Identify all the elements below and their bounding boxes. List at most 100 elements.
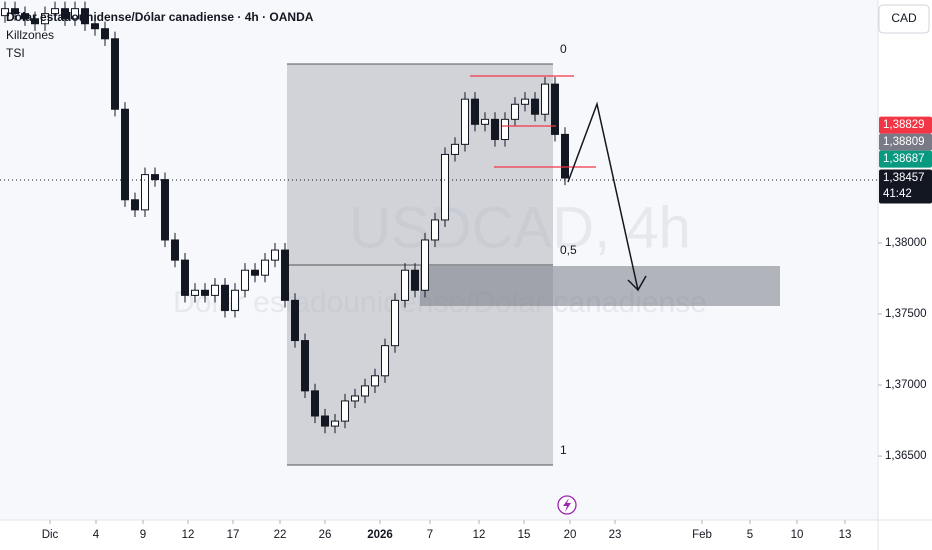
y-tick-label: 1,37000: [885, 379, 927, 391]
fib-label: 1: [560, 443, 567, 457]
candle-body: [531, 98, 539, 115]
countdown: 41:42: [883, 188, 912, 200]
candle-body: [341, 400, 349, 422]
x-tick-label: 20: [564, 529, 577, 541]
candle-body: [561, 133, 569, 179]
x-tick-label: 13: [839, 529, 852, 541]
chart-title: Dólar estadounidense/Dólar canadiense · …: [6, 10, 314, 24]
x-tick-label: 12: [473, 529, 486, 541]
x-tick-label: 23: [609, 529, 622, 541]
candle-body: [101, 28, 109, 40]
candle-body: [471, 98, 479, 125]
candle-body: [541, 83, 549, 115]
event-icon-bolt: [563, 498, 571, 512]
candle-body: [311, 390, 319, 417]
x-tick-label: 26: [319, 529, 332, 541]
candle-body: [411, 269, 419, 291]
x-tick-label: 7: [427, 529, 433, 541]
candle-body: [81, 8, 89, 25]
candle-body: [281, 249, 289, 301]
y-tick-label: 1,37500: [885, 308, 927, 320]
candle-body: [551, 83, 559, 135]
candle-body: [191, 289, 199, 296]
candle-body: [161, 179, 169, 241]
price-tag-label: 1,38829: [883, 119, 925, 131]
candle-body: [251, 269, 259, 276]
price-tag: [879, 169, 932, 204]
candle-body: [331, 420, 339, 427]
candle-body: [111, 38, 119, 110]
candle-body: [181, 259, 189, 296]
candle-body: [521, 98, 529, 105]
candle-body: [171, 239, 179, 261]
candle-body: [11, 8, 19, 15]
candle-body: [381, 345, 389, 377]
candles: [1, 1, 569, 434]
price-tag: [879, 150, 932, 168]
price-tag: [879, 116, 932, 134]
candle-body: [451, 143, 459, 155]
x-tick-label: 2026: [367, 529, 393, 541]
candle-body: [231, 289, 239, 311]
candle-body: [261, 259, 269, 276]
x-tick-label: Feb: [692, 529, 712, 541]
price-tag: [879, 133, 932, 151]
x-tick-label: 9: [140, 529, 146, 541]
price-tag-label: 1,38809: [883, 136, 925, 148]
price-tag-label: 1,38457: [883, 172, 925, 184]
candle-body: [271, 249, 279, 261]
candle-body: [401, 269, 409, 301]
candle-body: [1, 8, 9, 17]
candle-body: [501, 118, 509, 141]
candle-body: [71, 8, 79, 20]
price-tag-label: 1,38687: [883, 153, 925, 165]
candle-body: [431, 219, 439, 241]
y-tick-label: 1,36500: [885, 450, 927, 462]
fib-label: 0,5: [560, 243, 577, 257]
currency-button[interactable]: [878, 4, 930, 34]
x-tick-label: 5: [747, 529, 753, 541]
candle-body: [391, 299, 399, 347]
candle-body: [221, 284, 229, 311]
candle-body: [21, 13, 29, 20]
candle-body: [121, 108, 129, 201]
candle-body: [291, 299, 299, 342]
candle-body: [321, 415, 329, 427]
candle-body: [481, 118, 489, 125]
candle-body: [201, 289, 209, 296]
candle-body: [51, 8, 59, 15]
candle-body: [61, 8, 69, 20]
candle-body: [131, 199, 139, 211]
indicator: Killzones: [6, 28, 54, 42]
candle-body: [461, 98, 469, 145]
arrow: [567, 101, 639, 291]
x-tick-label: 4: [93, 529, 100, 541]
candle-body: [491, 118, 499, 141]
candle-body: [211, 284, 219, 296]
candle-body: [301, 340, 309, 392]
candle-body: [141, 174, 149, 211]
x-tick-label: 15: [518, 529, 531, 541]
zone: [420, 266, 780, 306]
candle-body: [31, 18, 39, 25]
candle-body: [351, 395, 359, 402]
x-tick-label: 22: [274, 529, 287, 541]
arrow-head: [627, 275, 647, 292]
indicator: TSI: [6, 46, 25, 60]
candle-body: [241, 269, 249, 291]
candle-body: [511, 103, 519, 120]
y-tick-label: 1,38000: [885, 237, 927, 249]
candle-body: [371, 375, 379, 387]
candle-body: [151, 174, 159, 181]
x-tick-label: 10: [791, 529, 804, 541]
currency: CAD: [891, 11, 917, 25]
x-tick-label: 17: [227, 529, 240, 541]
candle-body: [91, 23, 99, 30]
x-tick-label: 12: [182, 529, 195, 541]
candle-body: [441, 153, 449, 221]
candle-body: [361, 385, 369, 397]
x-tick-label: Dic: [42, 529, 59, 541]
candle-body: [41, 13, 49, 25]
fib-label: 0: [560, 42, 567, 56]
